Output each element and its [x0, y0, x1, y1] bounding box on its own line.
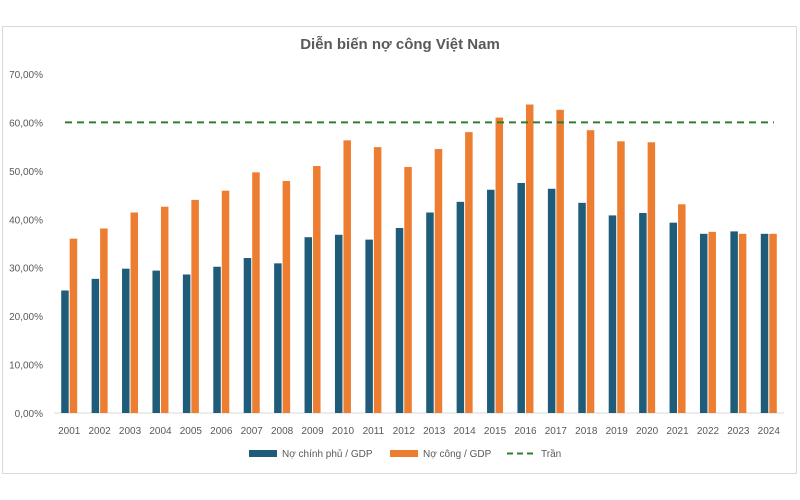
bar-government-debt [304, 237, 313, 413]
bar-public-debt [69, 238, 78, 413]
x-tick-label: 2008 [271, 426, 294, 437]
bar-public-debt [252, 172, 260, 413]
bar-government-debt [547, 188, 556, 413]
bar-government-debt [699, 233, 708, 413]
bar-government-debt [426, 212, 434, 413]
bar-government-debt [213, 266, 221, 413]
bar-government-debt [122, 268, 130, 413]
bar-government-debt [760, 233, 769, 413]
bar-public-debt [738, 233, 747, 413]
bar-public-debt [708, 231, 716, 413]
bar-government-debt [517, 182, 525, 413]
bar-government-debt [578, 202, 586, 413]
x-tick-label: 2012 [393, 426, 416, 437]
bar-public-debt [525, 104, 534, 413]
y-axis: 0,00% 10,00% 20,00% 30,00% 40,00% 50,00% 60,00… [9, 70, 43, 420]
bar-public-debt [404, 166, 412, 413]
bar-public-debt [313, 166, 321, 413]
y-tick-label: 50,00% [9, 167, 43, 178]
bar-public-debt [495, 117, 504, 413]
bar-government-debt [608, 215, 617, 413]
x-tick-label: 2017 [545, 426, 568, 437]
bar-public-debt [221, 190, 230, 413]
legend-label-public-debt: Nợ công / GDP [423, 449, 492, 460]
bar-government-debt [274, 263, 282, 413]
bar-public-debt [556, 109, 564, 413]
x-tick-label: 2022 [697, 426, 720, 437]
bar-government-debt [91, 278, 100, 413]
bar-government-debt [334, 234, 343, 413]
legend-swatch-government-debt [249, 450, 277, 457]
x-tick-label: 2021 [666, 426, 689, 437]
bar-public-debt [586, 130, 595, 414]
x-tick-label: 2020 [636, 426, 659, 437]
bar-government-debt [152, 270, 160, 413]
bar-public-debt [465, 132, 473, 413]
legend-swatch-public-debt [390, 450, 418, 457]
x-tick-label: 2009 [301, 426, 324, 437]
bar-government-debt [395, 228, 404, 413]
bar-government-debt [456, 201, 465, 413]
bars [61, 104, 777, 414]
x-tick-label: 2001 [58, 426, 81, 437]
x-tick-label: 2010 [332, 426, 355, 437]
x-tick-label: 2003 [119, 426, 142, 437]
x-tick-label: 2014 [454, 426, 477, 437]
x-tick-label: 2018 [575, 426, 598, 437]
legend: Nợ chính phủ / GDP Nợ công / GDP Trần [249, 448, 561, 460]
bar-government-debt [669, 222, 678, 413]
bar-public-debt [160, 206, 169, 413]
bar-public-debt [678, 204, 686, 413]
y-tick-label: 30,00% [9, 264, 43, 275]
x-tick-label: 2015 [484, 426, 507, 437]
bar-public-debt [130, 212, 139, 413]
x-tick-label: 2024 [758, 426, 781, 437]
x-tick-label: 2006 [210, 426, 233, 437]
x-tick-label: 2016 [514, 426, 537, 437]
bar-government-debt [61, 290, 69, 413]
y-tick-label: 0,00% [15, 409, 43, 420]
bar-public-debt [191, 199, 199, 413]
x-tick-label: 2013 [423, 426, 446, 437]
y-tick-label: 70,00% [9, 70, 43, 81]
bar-government-debt [639, 212, 647, 413]
x-tick-label: 2005 [180, 426, 203, 437]
y-tick-label: 20,00% [9, 312, 43, 323]
x-tick-label: 2019 [606, 426, 629, 437]
y-tick-label: 10,00% [9, 361, 43, 372]
bar-public-debt [343, 140, 351, 413]
y-tick-label: 60,00% [9, 118, 43, 129]
bar-public-debt [647, 142, 656, 413]
bar-government-debt [730, 231, 738, 413]
y-tick-label: 40,00% [9, 215, 43, 226]
legend-label-ceiling: Trần [541, 448, 561, 460]
bar-government-debt [365, 239, 373, 413]
chart-title: Diễn biến nợ công Việt Nam [300, 36, 500, 53]
x-tick-label: 2023 [727, 426, 750, 437]
bar-government-debt [487, 189, 495, 413]
bar-public-debt [373, 147, 382, 413]
bar-public-debt [282, 181, 291, 413]
x-tick-label: 2002 [89, 426, 112, 437]
bar-public-debt [434, 149, 443, 414]
bar-public-debt [100, 228, 108, 413]
x-axis: 2001 2002 2003 2004 2005 2006 2007 2008 2009 2010… [58, 426, 780, 437]
x-tick-label: 2007 [241, 426, 264, 437]
bar-government-debt [243, 258, 252, 413]
x-tick-label: 2011 [363, 426, 385, 437]
bar-government-debt [182, 274, 191, 413]
x-tick-label: 2004 [149, 426, 172, 437]
legend-label-government-debt: Nợ chính phủ / GDP [282, 448, 373, 460]
bar-public-debt [769, 233, 777, 413]
bar-public-debt [617, 141, 625, 413]
